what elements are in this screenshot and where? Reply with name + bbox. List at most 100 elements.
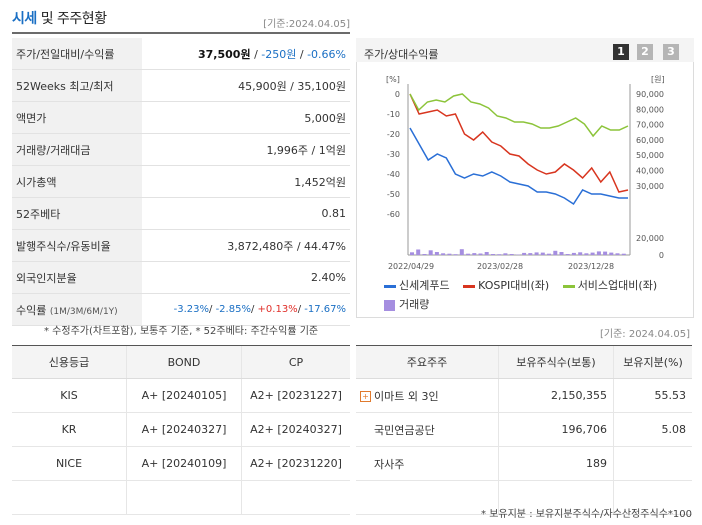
stake-cell xyxy=(613,446,692,481)
cp-cell: A2+ [20231220] xyxy=(241,446,350,481)
row-value: 1,996주 / 1억원 xyxy=(142,133,350,166)
row-label: 52주베타 xyxy=(12,197,142,230)
y2-tick-label: 40,000 xyxy=(636,167,664,176)
row-value: 45,900원 / 35,100원 xyxy=(142,69,350,102)
volume-bar xyxy=(416,249,421,255)
price-change: -250원 xyxy=(261,47,297,61)
base-date: [기준:2024.04.05] xyxy=(263,19,350,30)
volume-bar xyxy=(453,254,458,256)
volume-bar xyxy=(584,253,589,255)
shareholders-top-border xyxy=(356,345,692,346)
bond-cell xyxy=(126,480,242,515)
x-tick-label: 2023/12/28 xyxy=(568,262,614,271)
series-line xyxy=(409,93,629,193)
shareholder-footnote: * 보유지분 : 보유지분주식수/자수산정주식수*100 xyxy=(481,509,692,520)
volume-bar xyxy=(428,250,433,255)
price-change-pct: -0.66% xyxy=(307,47,346,61)
row-label: 발행주식수/유동비율 xyxy=(12,229,142,262)
series-line xyxy=(409,127,628,206)
volume-bar xyxy=(540,252,545,255)
cp-cell: A2+ [20231227] xyxy=(241,378,350,413)
chart-tab-2[interactable]: 2 xyxy=(637,44,653,60)
return-3m: -2.85% xyxy=(215,304,251,315)
table-row: 국민연금공단 196,706 5.08 xyxy=(356,412,692,447)
row-value: 3,872,480주 / 44.47% xyxy=(142,229,350,262)
expand-plus-icon[interactable]: + xyxy=(360,391,371,402)
legend-item: 신세계푸드 xyxy=(384,277,450,293)
holder-cell[interactable]: + 이마트 외 3인 xyxy=(356,378,499,413)
chart-legend: 신세계푸드 KOSPI대비(좌) 서비스업대비(좌) 거래량 xyxy=(384,277,694,312)
volume-bar xyxy=(503,253,508,255)
y-tick-label: -10 xyxy=(387,110,400,119)
shares-cell: 2,150,355 xyxy=(498,378,614,413)
returns-value: -3.23%/ -2.85%/ +0.13%/ -17.67% xyxy=(142,293,350,326)
table-row: 시가총액 1,452억원 xyxy=(12,165,350,198)
y-tick-label: -30 xyxy=(387,150,400,159)
cp-cell: A2+ [20240327] xyxy=(241,412,350,447)
shares-cell: 189 xyxy=(498,446,614,481)
table-row: 주가/전일대비/수익률 37,500원 / -250원 / -0.66% xyxy=(12,38,350,70)
legend-swatch xyxy=(384,284,396,288)
legend-item: KOSPI대비(좌) xyxy=(463,277,549,293)
row-value: 1,452억원 xyxy=(142,165,350,198)
table-row: 액면가 5,000원 xyxy=(12,101,350,134)
stake-cell: 55.53 xyxy=(613,378,692,413)
volume-bar xyxy=(522,252,527,255)
y-tick-label: -60 xyxy=(387,210,400,219)
chart-tab-3[interactable]: 3 xyxy=(663,44,679,60)
volume-bar xyxy=(528,253,533,255)
row-label: 수익률 (1M/3M/6M/1Y) xyxy=(12,293,142,326)
table-row: 52주베타 0.81 xyxy=(12,197,350,230)
col-header: CP xyxy=(241,346,350,379)
table-row: KIS A+ [20240105] A2+ [20231227] xyxy=(12,378,350,413)
section-title-main: 시세 xyxy=(12,11,37,27)
col-header: 보유주식수(보통) xyxy=(498,346,614,379)
col-header: 보유지분(%) xyxy=(613,346,692,379)
volume-bar xyxy=(603,251,608,255)
volume-bar xyxy=(434,252,439,255)
bond-cell: A+ [20240327] xyxy=(126,412,242,447)
volume-bar xyxy=(621,253,626,255)
return-6m: +0.13% xyxy=(257,304,298,315)
chart-title: 주가/상대수익률 xyxy=(364,48,439,61)
row-label: 외국인지분율 xyxy=(12,261,142,294)
x-tick-label: 2023/02/28 xyxy=(477,262,523,271)
y2-tick-label: 30,000 xyxy=(636,182,664,191)
agency-cell xyxy=(12,480,127,515)
return-1m: -3.23% xyxy=(173,304,210,315)
footnote: * 수정주가(차트포함), 보통주 기준, * 52주베타: 주간수익률 기준 xyxy=(44,326,319,337)
stake-cell: 5.08 xyxy=(613,412,692,447)
row-label: 시가총액 xyxy=(12,165,142,198)
row-label: 거래량/거래대금 xyxy=(12,133,142,166)
price-info-table: 주가/전일대비/수익률 37,500원 / -250원 / -0.66% 52W… xyxy=(12,38,350,326)
y2-tick-label: 70,000 xyxy=(636,121,664,130)
table-row: 자사주 189 xyxy=(356,446,692,481)
agency-cell: NICE xyxy=(12,446,127,481)
cp-cell xyxy=(241,480,350,515)
table-row: 외국인지분율 2.40% xyxy=(12,261,350,294)
holder-name: 자사주 xyxy=(356,446,499,481)
series-line xyxy=(409,93,629,138)
holder-name: 국민연금공단 xyxy=(356,412,499,447)
right-axis-unit: [원] xyxy=(651,75,665,84)
stake-cell xyxy=(613,480,692,515)
legend-swatch xyxy=(562,284,575,288)
x-tick-label: 2022/04/29 xyxy=(388,262,434,271)
row-value: 2.40% xyxy=(142,261,350,294)
price-change-value: 37,500원 / -250원 / -0.66% xyxy=(142,38,350,70)
chart-tab-1[interactable]: 1 xyxy=(613,44,629,60)
section-title-rest: 및 주주현황 xyxy=(40,11,107,27)
holder-name: 이마트 외 3인 xyxy=(374,389,439,403)
volume-tick-label: 20,000 xyxy=(636,234,664,243)
volume-bar xyxy=(491,254,495,255)
legend-item: 거래량 xyxy=(384,298,429,311)
volume-bar xyxy=(559,252,564,255)
row-label: 52Weeks 최고/최저 xyxy=(12,69,142,102)
volume-bar xyxy=(472,253,477,255)
shareholders-table: 주요주주 보유주식수(보통) 보유지분(%) + 이마트 외 3인 2,150,3… xyxy=(356,346,692,515)
y-tick-label: -40 xyxy=(387,170,400,179)
y2-tick-label: 90,000 xyxy=(636,90,664,99)
price-chart: [%] [원] 0 -10 -20 -30 -40 -50 -60 90,000 80,000 70,… xyxy=(386,75,665,271)
agency-cell: KIS xyxy=(12,378,127,413)
y-tick-label: 0 xyxy=(395,90,400,99)
